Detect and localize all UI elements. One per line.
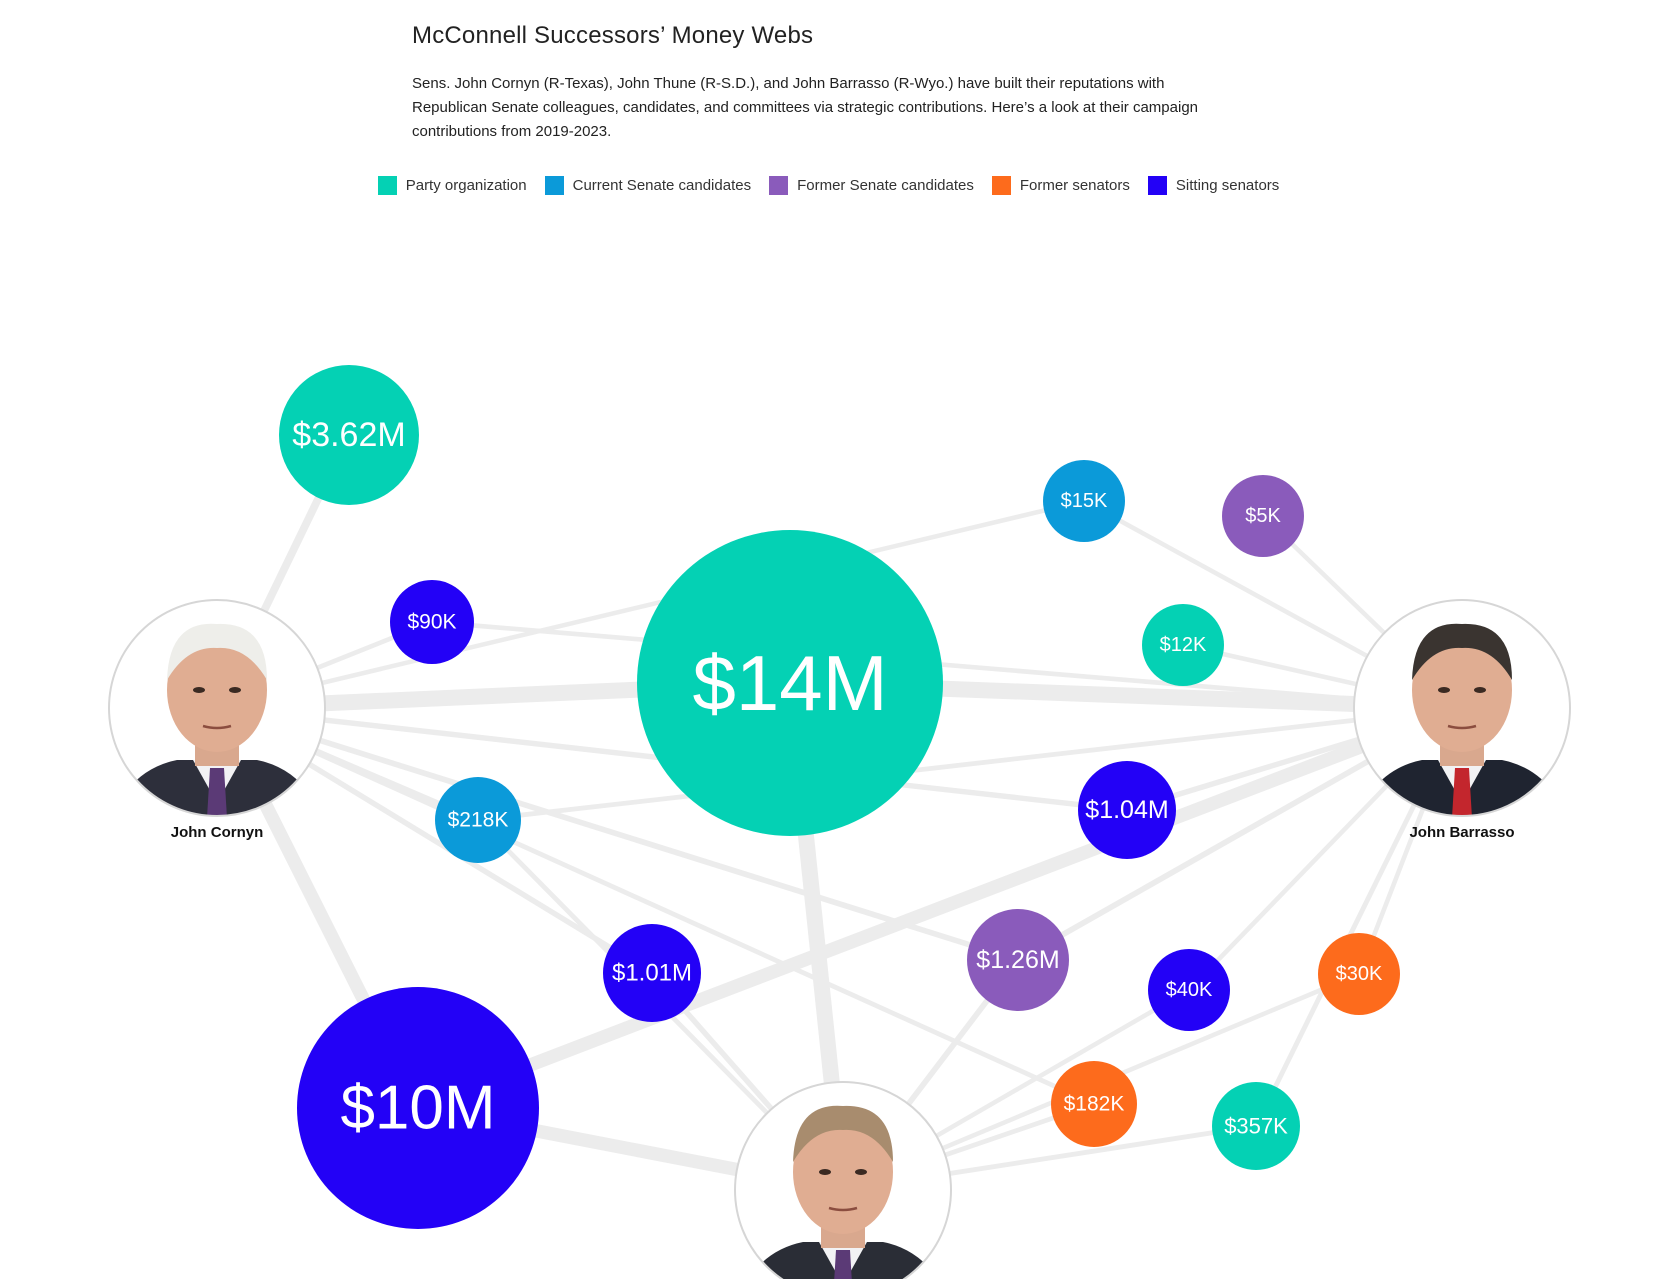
bubble-circle: [435, 777, 521, 863]
senator-node-thune[interactable]: [733, 1081, 953, 1279]
bubble-circle: [1078, 761, 1176, 859]
senator-node-cornyn[interactable]: John Cornyn: [107, 599, 327, 841]
bubble-amount: $10M: [340, 1074, 495, 1143]
contribution-link: [429, 619, 1465, 711]
contribution-bubble[interactable]: $90K: [390, 580, 474, 664]
legend-swatch: [377, 176, 397, 195]
contribution-bubble[interactable]: $5K: [1222, 475, 1304, 557]
bubble-amount: $182K: [1064, 1093, 1125, 1116]
legend-label: Sitting senators: [1175, 177, 1280, 194]
senator-nodes: John Cornyn John Barrasso: [107, 599, 1572, 1279]
contribution-link: [214, 498, 1087, 711]
bubble-circle: [1148, 949, 1230, 1031]
legend: Party organization Current Senate candida…: [0, 176, 1657, 195]
bubble-amount: $3.62M: [292, 416, 405, 454]
legend-item: Sitting senators: [1147, 176, 1280, 195]
legend-item: Former Senate candidates: [769, 176, 974, 195]
senator-name: John Cornyn: [171, 824, 264, 841]
contribution-bubble[interactable]: $12K: [1142, 604, 1224, 686]
contribution-bubble[interactable]: $1.01M: [603, 924, 701, 1022]
bubble-amount: $30K: [1336, 963, 1383, 985]
contribution-bubble[interactable]: $1.04M: [1078, 761, 1176, 859]
bubble-circle: [637, 530, 943, 836]
contribution-link: [214, 705, 1097, 1107]
legend-label: Party organization: [405, 177, 527, 194]
bubble-amount: $15K: [1061, 490, 1108, 512]
legend-item: Party organization: [377, 176, 527, 195]
contribution-link: [475, 705, 1465, 823]
contribution-bubbles: $3.62M $14M $10M $90K $218K $1.01M $1.26M $15K $…: [279, 365, 1400, 1229]
legend-swatch: [769, 176, 789, 195]
bubble-circle: [603, 924, 701, 1022]
contribution-bubble[interactable]: $14M: [637, 530, 943, 836]
bubble-circle: [297, 987, 539, 1229]
bubble-amount: $1.01M: [612, 960, 692, 987]
bubble-circle: [1051, 1061, 1137, 1147]
contribution-bubble[interactable]: $3.62M: [279, 365, 419, 505]
legend-swatch: [544, 176, 564, 195]
chart-description: Sens. John Cornyn (R-Texas), John Thune …: [412, 75, 1198, 140]
contribution-bubble[interactable]: $1.26M: [967, 909, 1069, 1011]
bubble-circle: [279, 365, 419, 505]
contribution-bubble[interactable]: $357K: [1212, 1082, 1300, 1170]
bubble-amount: $90K: [407, 611, 456, 634]
senator-portrait: [734, 1081, 952, 1279]
senator-portrait: [1353, 599, 1571, 817]
bubble-amount: $12K: [1160, 634, 1207, 656]
chart-header: McConnell Successors’ Money Webs Sens. J…: [412, 22, 1232, 144]
contribution-bubble[interactable]: $182K: [1051, 1061, 1137, 1147]
bubble-circle: [1222, 475, 1304, 557]
legend-label: Former Senate candidates: [797, 177, 974, 194]
contribution-bubble[interactable]: $15K: [1043, 460, 1125, 542]
bubble-amount: $218K: [448, 809, 509, 832]
bubble-amount: $1.26M: [976, 946, 1059, 974]
senator-portrait: [108, 599, 326, 817]
contribution-bubble[interactable]: $10M: [297, 987, 539, 1229]
contribution-bubble[interactable]: $30K: [1318, 933, 1400, 1015]
contribution-bubble[interactable]: $40K: [1148, 949, 1230, 1031]
bubble-amount: $5K: [1245, 505, 1281, 527]
bubble-circle: [1212, 1082, 1300, 1170]
bubble-circle: [1318, 933, 1400, 1015]
contribution-link: [411, 701, 1469, 1115]
bubble-amount: $1.04M: [1085, 796, 1168, 824]
bubble-amount: $40K: [1166, 979, 1213, 1001]
bubble-amount: $357K: [1224, 1114, 1288, 1139]
page-title: McConnell Successors’ Money Webs: [412, 22, 814, 49]
legend-item: Former senators: [991, 176, 1130, 195]
contribution-link: [214, 705, 1021, 963]
senator-name: John Barrasso: [1409, 824, 1514, 841]
bubble-amount: $14M: [692, 639, 887, 727]
bubble-circle: [967, 909, 1069, 1011]
bubble-circle: [1142, 604, 1224, 686]
bubble-circle: [390, 580, 474, 664]
legend-item: Current Senate candidates: [544, 176, 752, 195]
bubble-circle: [1043, 460, 1125, 542]
legend-swatch: [991, 176, 1011, 195]
senator-node-barrasso[interactable]: John Barrasso: [1352, 599, 1572, 841]
contribution-bubble[interactable]: $218K: [435, 777, 521, 863]
legend-label: Former senators: [1019, 177, 1130, 194]
legend-label: Current Senate candidates: [572, 177, 752, 194]
legend-swatch: [1147, 176, 1167, 195]
